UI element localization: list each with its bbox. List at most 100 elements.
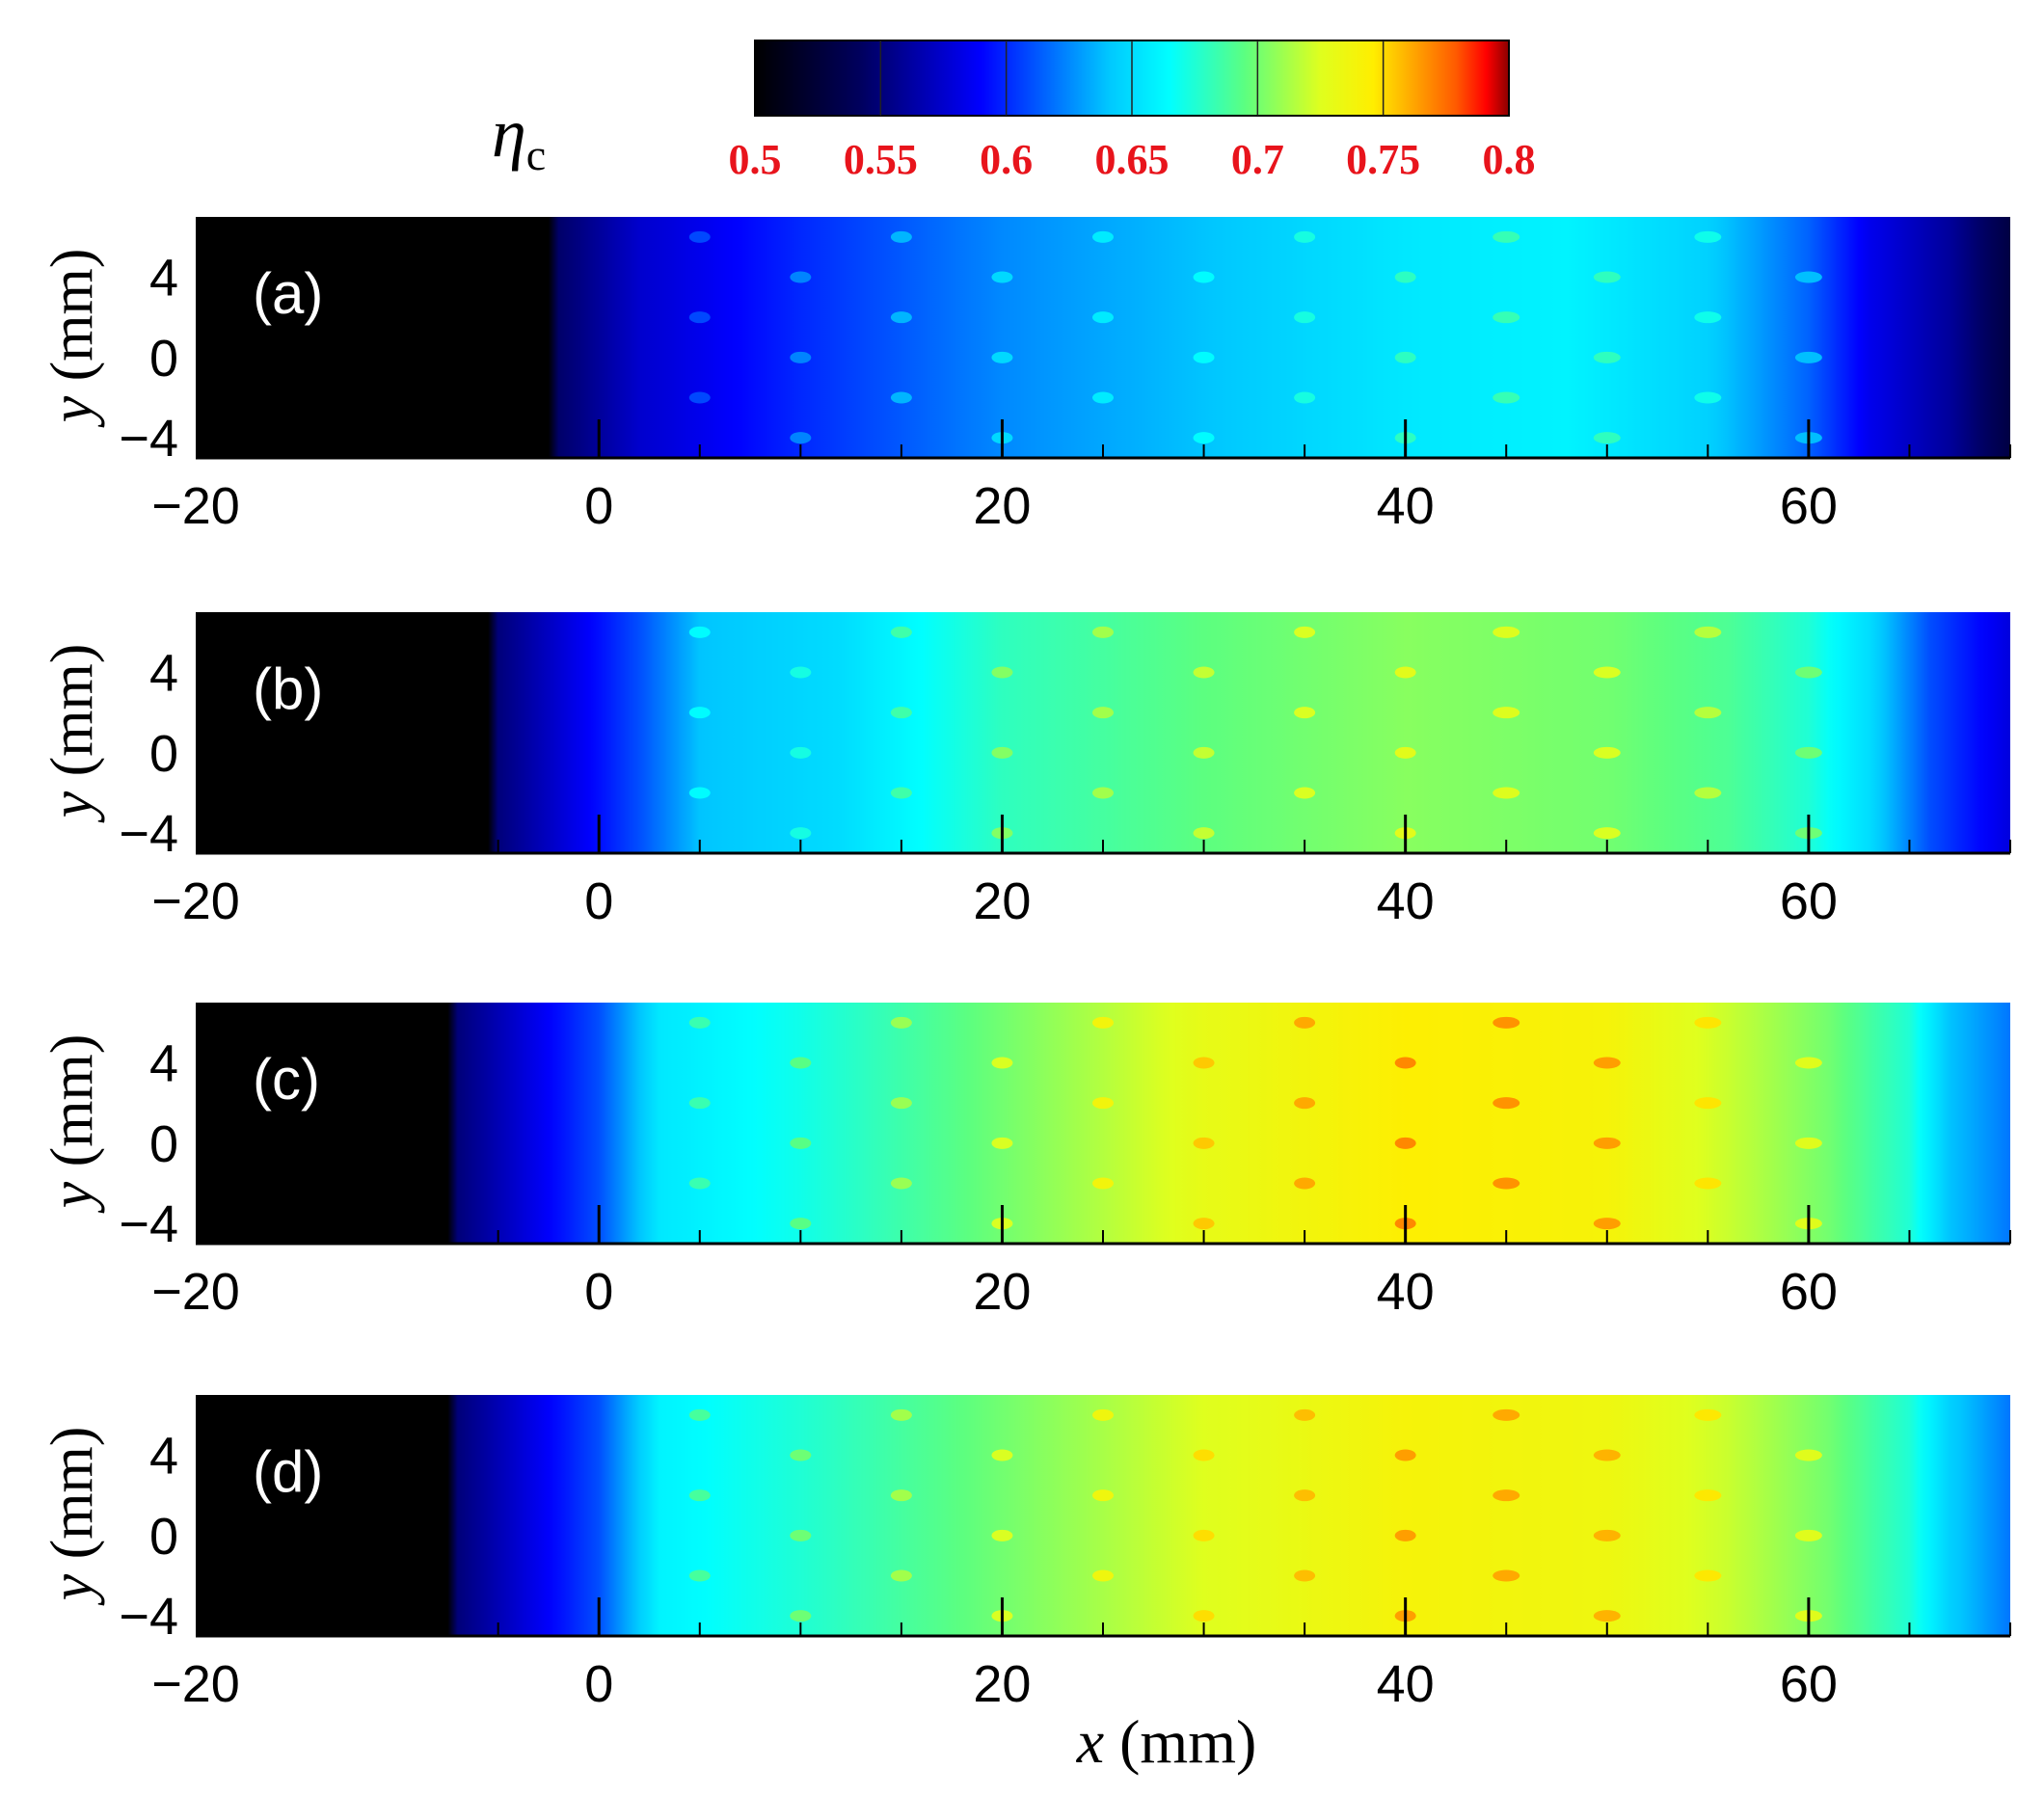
x-tick-label: 20 xyxy=(973,477,1031,535)
y-axis-label-var: y xyxy=(40,1181,105,1214)
hole-mark xyxy=(688,787,711,799)
y-axis-label: y (mm) xyxy=(40,1427,105,1607)
panel-label: (a) xyxy=(253,261,323,326)
hole-mark xyxy=(1092,1097,1114,1110)
hole-mark xyxy=(790,351,812,363)
y-axis-label-unit: (mm) xyxy=(40,249,105,396)
hole-mark xyxy=(991,351,1013,363)
hole-mark xyxy=(1794,746,1822,759)
hole-mark xyxy=(1493,311,1520,324)
colorbar-tick-label: 0.6 xyxy=(980,136,1033,183)
hole-mark xyxy=(1493,391,1520,404)
hole-mark xyxy=(790,1218,812,1230)
hole-mark xyxy=(1193,746,1215,759)
hole-mark xyxy=(1294,1097,1316,1110)
y-axis-label-unit: (mm) xyxy=(40,1034,105,1182)
hole-mark xyxy=(1493,1097,1520,1110)
hole-mark xyxy=(1794,351,1822,363)
y-tick-label: 4 xyxy=(149,1428,178,1486)
hole-mark xyxy=(688,1097,711,1110)
hole-mark xyxy=(991,1057,1013,1069)
y-axis-label: y (mm) xyxy=(40,249,105,429)
hole-mark xyxy=(1092,391,1114,404)
hole-mark xyxy=(1694,391,1722,404)
x-tick-label: −20 xyxy=(151,1655,240,1713)
hole-mark xyxy=(688,626,711,638)
colorbar-label-subscript: c xyxy=(526,130,546,179)
hole-mark xyxy=(890,626,912,638)
x-tick-label: 60 xyxy=(1780,477,1838,535)
hole-mark xyxy=(1593,1057,1621,1069)
hole-mark xyxy=(890,707,912,719)
hole-mark xyxy=(1394,666,1416,679)
hole-mark xyxy=(1694,1177,1722,1190)
y-tick-label: 0 xyxy=(149,330,178,388)
hole-mark xyxy=(1092,1177,1114,1190)
hole-mark xyxy=(890,1016,912,1029)
heatmap-field xyxy=(196,1003,2010,1244)
x-tick-label: 60 xyxy=(1780,1263,1838,1321)
hole-mark xyxy=(1493,1408,1520,1421)
hole-mark xyxy=(1593,1218,1621,1230)
hole-mark xyxy=(1394,1529,1416,1541)
colorbar-dividers xyxy=(879,40,1385,116)
x-tick-label: 20 xyxy=(973,1655,1031,1713)
hole-mark xyxy=(890,230,912,243)
hole-mark xyxy=(1493,230,1520,243)
hole-mark xyxy=(1794,1137,1822,1149)
hole-mark xyxy=(1694,1016,1722,1029)
hole-mark xyxy=(1193,1610,1215,1622)
hole-mark xyxy=(1294,1408,1316,1421)
hole-mark xyxy=(1092,1569,1114,1582)
hole-mark xyxy=(790,1137,812,1149)
hole-mark xyxy=(1694,707,1722,719)
hole-mark xyxy=(890,1177,912,1190)
hole-mark xyxy=(1794,1529,1822,1541)
hole-mark xyxy=(1092,1408,1114,1421)
hole-mark xyxy=(1294,1016,1316,1029)
hole-mark xyxy=(1193,432,1215,444)
hole-mark xyxy=(1493,1177,1520,1190)
hole-mark xyxy=(1092,707,1114,719)
hole-mark xyxy=(1694,1408,1722,1421)
hole-mark xyxy=(1794,1057,1822,1069)
y-tick-label: −4 xyxy=(119,410,178,468)
hole-mark xyxy=(890,311,912,324)
colorbar: ηc 0.5 0.55 0.6 0.65 0.7 0.75 0.8 xyxy=(492,40,1536,183)
y-tick-label: 4 xyxy=(149,645,178,703)
panel-label: (d) xyxy=(253,1439,323,1504)
hole-mark xyxy=(1294,787,1316,799)
y-tick-label: −4 xyxy=(119,1588,178,1646)
y-axis-label-var: y xyxy=(40,791,105,823)
hole-mark xyxy=(790,746,812,759)
x-tick-label: 60 xyxy=(1780,872,1838,930)
hole-mark xyxy=(1193,1529,1215,1541)
x-tick-label: −20 xyxy=(151,1263,240,1321)
y-tick-label: −4 xyxy=(119,1195,178,1253)
hole-mark xyxy=(991,666,1013,679)
y-tick-label: 4 xyxy=(149,250,178,308)
hole-mark xyxy=(1294,230,1316,243)
heatmap-field xyxy=(196,612,2010,853)
hole-mark xyxy=(1593,827,1621,840)
hole-mark xyxy=(1294,1489,1316,1502)
hole-mark xyxy=(1593,1529,1621,1541)
hole-mark xyxy=(1493,626,1520,638)
hole-mark xyxy=(1493,1489,1520,1502)
x-axis-label-unit: (mm) xyxy=(1119,1707,1256,1776)
hole-mark xyxy=(1593,666,1621,679)
x-tick-label: 20 xyxy=(973,1263,1031,1321)
hole-mark xyxy=(1193,1057,1215,1069)
panel-label: (b) xyxy=(253,657,323,721)
hole-mark xyxy=(688,1569,711,1582)
hole-mark xyxy=(991,1449,1013,1461)
hole-mark xyxy=(1092,230,1114,243)
hole-mark xyxy=(1294,311,1316,324)
hole-mark xyxy=(1694,230,1722,243)
y-axis-label-var: y xyxy=(40,1573,105,1606)
hole-mark xyxy=(1193,827,1215,840)
colorbar-label: ηc xyxy=(492,94,546,179)
hole-mark xyxy=(1694,787,1722,799)
